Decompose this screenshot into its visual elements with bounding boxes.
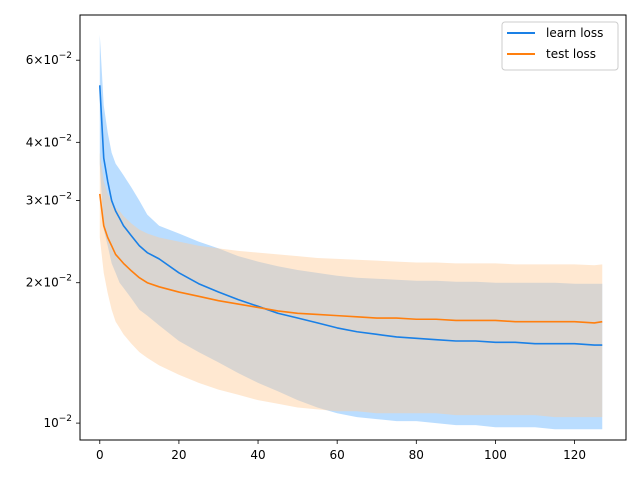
line-learn-loss [98, 85, 603, 346]
x-tick-label: 60 [330, 448, 345, 462]
band-test-loss [99, 152, 603, 418]
x-tick-label: 80 [409, 448, 424, 462]
x-tick-label: 120 [563, 448, 586, 462]
confidence-bands [99, 34, 603, 430]
plot-frame [79, 14, 627, 441]
legend-label-learn-loss: learn loss [546, 26, 603, 40]
y-tick-label: 4×10−2 [26, 133, 72, 149]
legend-label-test-loss: test loss [546, 47, 596, 61]
band-learn-loss [99, 34, 603, 430]
line-test-loss [98, 193, 603, 324]
x-tick-label: 40 [250, 448, 265, 462]
y-tick-label: 10−2 [43, 414, 72, 430]
y-tick-label: 3×10−2 [26, 192, 72, 208]
y-axis-ticks: 10−2 2×10−2 3×10−2 4×10−2 6×10−2 [26, 51, 80, 430]
x-tick-label: 0 [96, 448, 104, 462]
series-lines [98, 85, 603, 346]
legend: learn loss test loss [501, 21, 619, 71]
y-tick-label: 6×10−2 [26, 51, 72, 67]
x-tick-label: 20 [171, 448, 186, 462]
y-tick-label: 2×10−2 [26, 274, 72, 290]
x-axis-ticks: 0 20 40 60 80 100 120 [96, 440, 586, 462]
x-tick-label: 100 [484, 448, 507, 462]
